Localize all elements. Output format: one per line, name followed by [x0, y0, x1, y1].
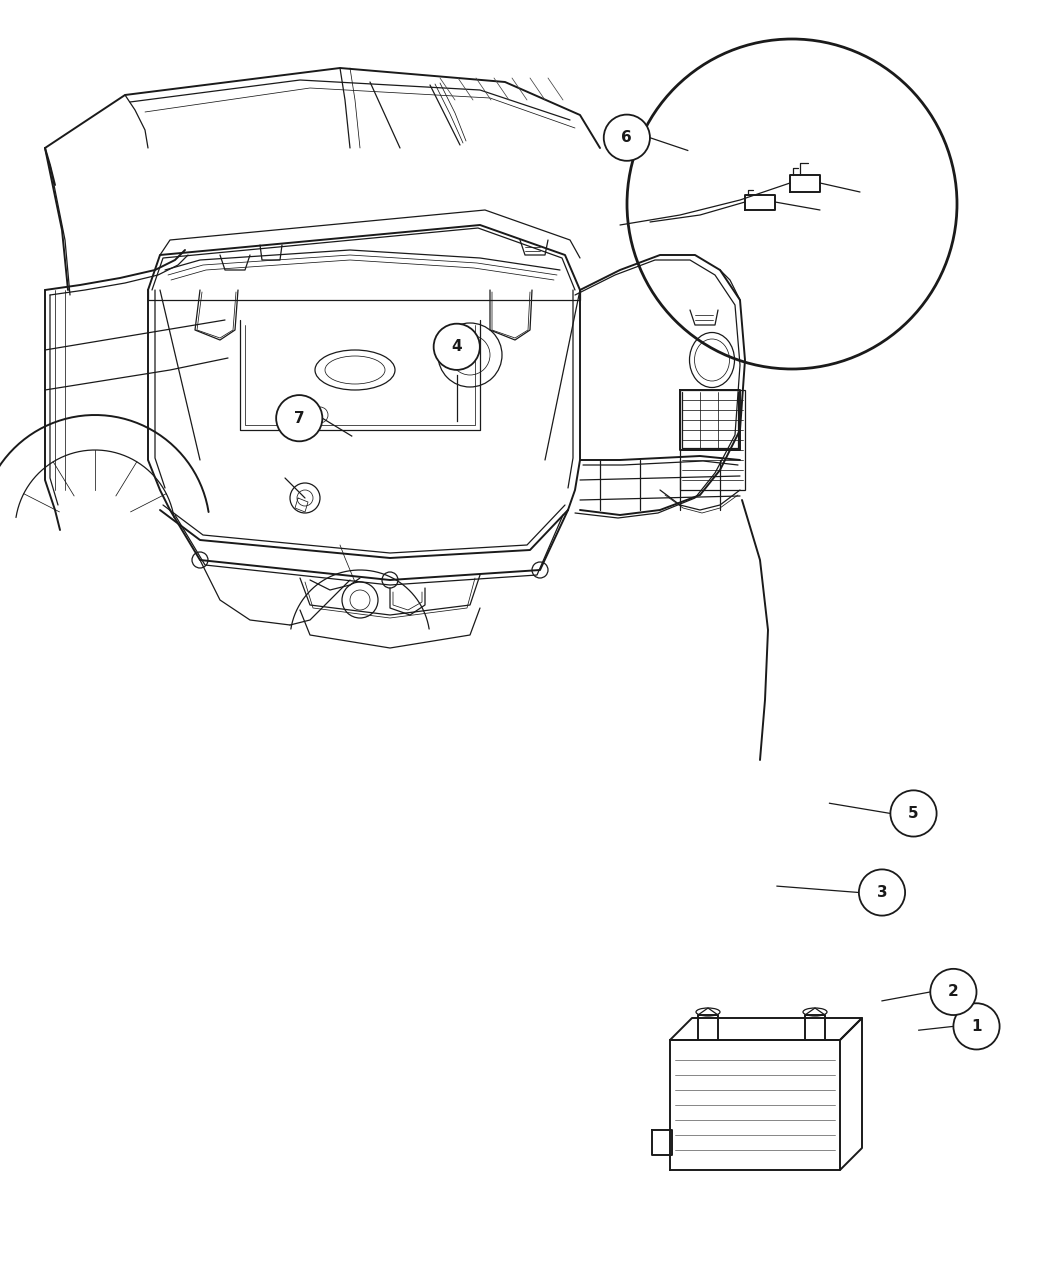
Circle shape — [604, 115, 650, 161]
Circle shape — [953, 1003, 1000, 1049]
Text: 4: 4 — [452, 339, 462, 354]
Circle shape — [276, 395, 322, 441]
Text: 1: 1 — [971, 1019, 982, 1034]
Circle shape — [890, 790, 937, 836]
Text: 6: 6 — [622, 130, 632, 145]
Text: 2: 2 — [948, 984, 959, 1000]
Circle shape — [859, 870, 905, 915]
Circle shape — [434, 324, 480, 370]
Text: 7: 7 — [294, 411, 304, 426]
Text: 5: 5 — [908, 806, 919, 821]
Text: 3: 3 — [877, 885, 887, 900]
Circle shape — [930, 969, 976, 1015]
